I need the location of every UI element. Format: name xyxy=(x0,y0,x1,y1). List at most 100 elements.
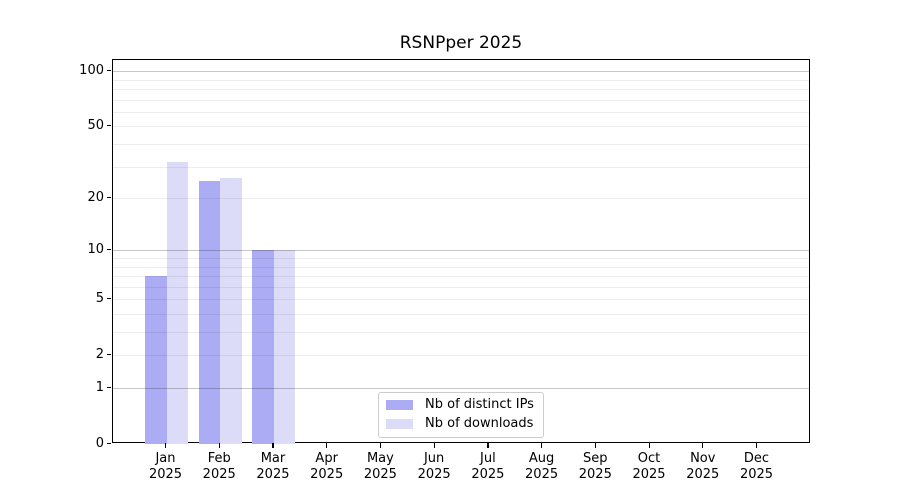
x-tick-year: 2025 xyxy=(739,467,774,482)
x-tick-mark-jan xyxy=(165,443,167,448)
x-tick-label-sep: Sep 2025 xyxy=(565,451,625,483)
y-tick-mark-20 xyxy=(107,196,111,198)
x-tick-month: Jun xyxy=(423,451,445,466)
gridline-minor-70 xyxy=(113,99,809,101)
y-tick-mark-5 xyxy=(107,297,111,299)
bar-downloads-feb xyxy=(220,177,242,444)
gridline-minor-8 xyxy=(113,266,809,268)
y-tick-mark-0 xyxy=(107,442,111,444)
y-tick-mark-1 xyxy=(107,386,111,388)
x-tick-mark-jun xyxy=(433,443,435,448)
gridline-minor-90 xyxy=(113,79,809,81)
bar-downloads-mar xyxy=(273,250,296,444)
legend-item-downloads: Nb of downloads xyxy=(386,417,534,431)
x-tick-label-feb: Feb 2025 xyxy=(189,451,249,483)
gridline-minor-4 xyxy=(113,313,809,315)
gridline-minor-6 xyxy=(113,286,809,288)
y-tick-mark-10 xyxy=(107,248,111,250)
x-tick-mark-sep xyxy=(594,443,596,448)
x-tick-year: 2025 xyxy=(632,467,666,482)
y-tick-label-2: 2 xyxy=(95,346,104,362)
legend: Nb of distinct IPs Nb of downloads xyxy=(378,392,544,438)
gridline-major-1 xyxy=(113,388,809,389)
gridline-minor-30 xyxy=(113,166,809,168)
x-tick-mark-nov xyxy=(702,443,704,448)
gridline-major-100 xyxy=(113,71,809,73)
x-tick-month: Nov xyxy=(690,451,716,466)
gridline-major-10 xyxy=(113,250,809,252)
x-tick-month: Jul xyxy=(480,451,496,466)
x-tick-month: Sep xyxy=(583,451,608,466)
bar-downloads-jan xyxy=(166,161,188,444)
gridline-minor-80 xyxy=(113,89,809,90)
gridline-minor-60 xyxy=(113,111,809,113)
x-tick-month: Oct xyxy=(637,451,661,466)
y-tick-label-100: 100 xyxy=(79,62,104,78)
x-tick-label-jul: Jul 2025 xyxy=(458,451,518,483)
gridline-minor-50 xyxy=(113,126,809,128)
x-tick-month: Feb xyxy=(207,451,231,466)
gridline-minor-3 xyxy=(113,332,809,333)
x-tick-mark-may xyxy=(379,443,382,448)
x-tick-year: 2025 xyxy=(202,467,236,482)
x-tick-month: Aug xyxy=(528,451,555,466)
legend-swatch-downloads xyxy=(386,419,413,429)
x-tick-label-oct: Oct 2025 xyxy=(619,451,679,483)
y-tick-label-1: 1 xyxy=(95,379,104,395)
y-tick-mark-2 xyxy=(107,353,111,355)
y-tick-label-10: 10 xyxy=(87,241,104,257)
y-tick-label-50: 50 xyxy=(87,117,104,133)
x-tick-month: Mar xyxy=(260,451,286,466)
bar-distinct-ips-mar xyxy=(252,250,274,444)
legend-item-distinct-ips: Nb of distinct IPs xyxy=(386,398,534,412)
x-tick-year: 2025 xyxy=(686,467,720,482)
y-tick-label-0: 0 xyxy=(95,435,104,451)
gridline-minor-9 xyxy=(113,257,809,259)
gridline-minor-40 xyxy=(113,144,809,145)
bar-distinct-ips-feb xyxy=(198,180,221,444)
x-tick-mark-aug xyxy=(541,443,543,448)
y-tick-mark-50 xyxy=(107,124,111,127)
bar-distinct-ips-jan xyxy=(145,276,167,444)
x-tick-year: 2025 xyxy=(148,467,183,482)
x-tick-year: 2025 xyxy=(256,467,290,482)
chart-title: RSNPper 2025 xyxy=(399,33,523,53)
gridline-minor-7 xyxy=(113,276,809,278)
x-tick-year: 2025 xyxy=(363,467,397,482)
legend-swatch-distinct-ips xyxy=(386,400,413,410)
grid-layer xyxy=(113,60,809,442)
x-tick-year: 2025 xyxy=(310,467,344,482)
x-tick-mark-jul xyxy=(487,443,489,448)
x-tick-label-dec: Dec 2025 xyxy=(727,451,787,483)
x-tick-mark-feb xyxy=(218,443,220,448)
x-tick-label-jun: Jun 2025 xyxy=(404,451,464,483)
y-tick-label-5: 5 xyxy=(95,290,104,306)
x-tick-label-apr: Apr 2025 xyxy=(297,451,357,483)
x-tick-mark-apr xyxy=(326,443,328,448)
x-tick-label-nov: Nov 2025 xyxy=(673,451,733,483)
x-tick-month: Dec xyxy=(743,451,770,466)
x-tick-label-may: May 2025 xyxy=(350,451,410,483)
x-tick-year: 2025 xyxy=(471,467,505,482)
x-tick-label-mar: Mar 2025 xyxy=(243,451,303,483)
x-tick-month: May xyxy=(366,451,394,466)
x-tick-year: 2025 xyxy=(578,467,612,482)
x-tick-mark-dec xyxy=(756,443,758,448)
x-tick-year: 2025 xyxy=(525,467,559,482)
gridline-minor-20 xyxy=(113,198,809,200)
gridline-minor-5 xyxy=(113,299,809,301)
y-tick-label-20: 20 xyxy=(87,189,104,205)
x-tick-month: Jan xyxy=(155,451,176,466)
x-tick-label-jan: Jan 2025 xyxy=(136,451,196,483)
x-tick-month: Apr xyxy=(315,451,338,466)
bars-layer xyxy=(113,60,809,444)
x-tick-mark-oct xyxy=(648,443,650,448)
plot-area xyxy=(112,59,810,444)
legend-label-distinct-ips: Nb of distinct IPs xyxy=(425,397,534,412)
gridline-minor-2 xyxy=(113,355,809,357)
x-tick-year: 2025 xyxy=(417,467,451,482)
y-tick-mark-100 xyxy=(107,69,111,71)
x-tick-label-aug: Aug 2025 xyxy=(512,451,572,483)
legend-label-downloads: Nb of downloads xyxy=(425,416,534,431)
